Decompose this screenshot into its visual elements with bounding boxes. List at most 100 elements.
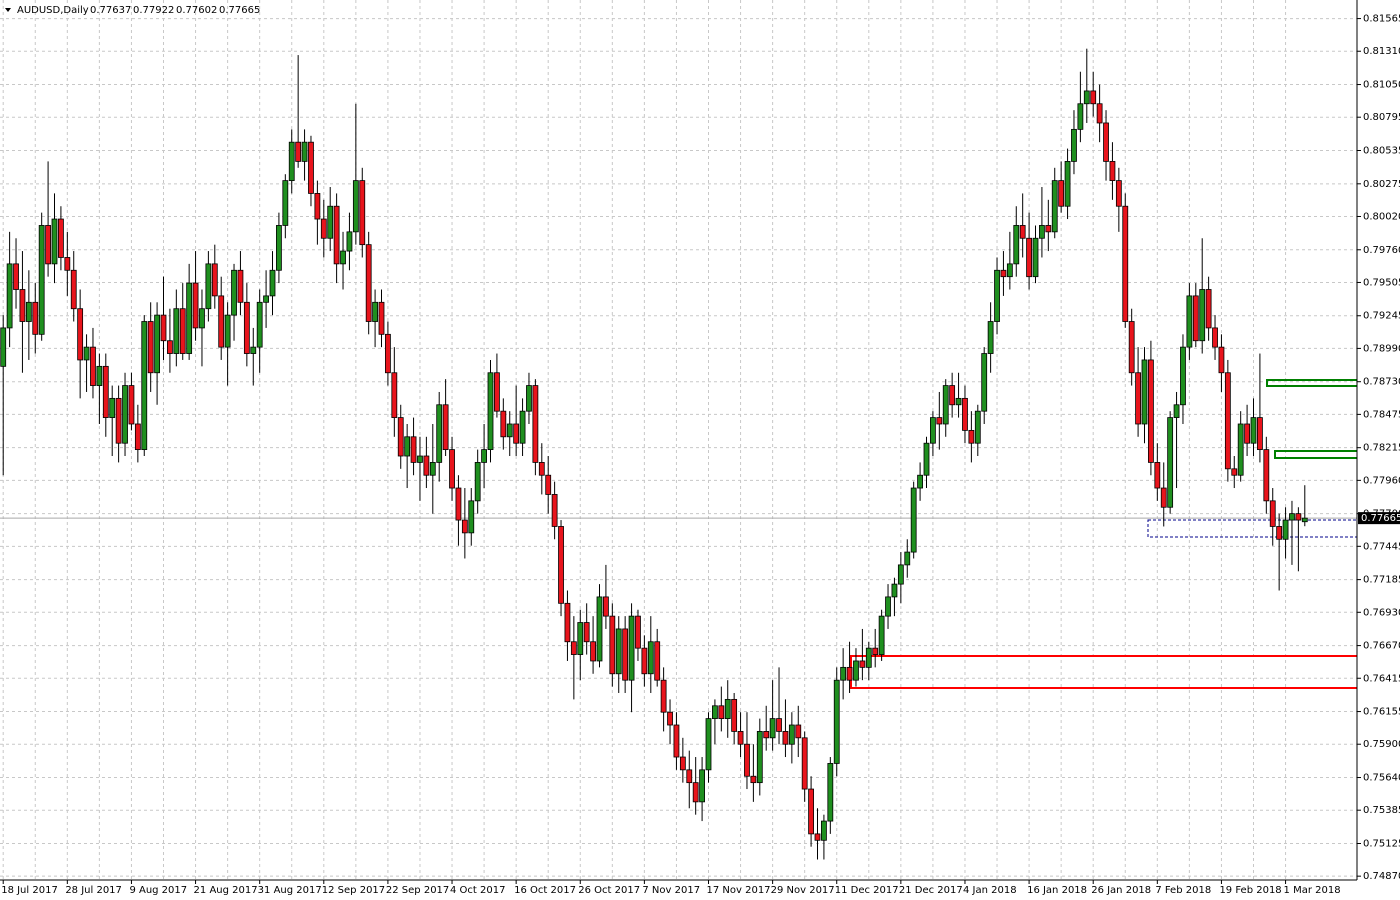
candle-body (763, 731, 770, 739)
supply-zone (1274, 450, 1357, 459)
candle-body (1231, 468, 1238, 476)
candle-body (1000, 269, 1007, 278)
candle-body (519, 410, 526, 444)
x-tick-label: 4 Jan 2018 (963, 885, 1017, 896)
candle-body (378, 301, 385, 335)
candle-body (128, 385, 135, 425)
candle-body (1282, 519, 1289, 540)
candle-body (1006, 263, 1013, 278)
candle-body (1192, 295, 1199, 342)
candle-body (1032, 237, 1039, 278)
candle-body (288, 141, 295, 182)
candle-body (1013, 225, 1020, 265)
candle-body (1173, 404, 1180, 418)
candle-body (897, 564, 904, 585)
candle-body (808, 788, 814, 835)
candle-body (461, 519, 468, 534)
candle-body (0, 327, 7, 367)
candle-body (1295, 513, 1302, 521)
candle-body (615, 628, 622, 675)
candle-body (109, 397, 116, 418)
candle-body (1058, 180, 1065, 207)
candle-body (1096, 103, 1103, 124)
x-tick-label: 17 Nov 2017 (707, 885, 771, 896)
candle-body (622, 628, 629, 681)
y-tick-label: 0.77185 (1363, 575, 1400, 586)
candle-body (6, 263, 13, 329)
last-price-box (1358, 512, 1400, 525)
candle-body (968, 429, 975, 444)
candle-body (635, 615, 641, 649)
candle-body (506, 423, 513, 438)
x-tick-label: 16 Oct 2017 (514, 885, 576, 896)
x-tick-label: 16 Jan 2018 (1027, 885, 1087, 896)
header: AUDUSD,Daily 0.77637 0.77922 0.77602 0.7… (5, 5, 260, 16)
candle-body (750, 775, 757, 784)
candle-body (1115, 180, 1122, 207)
candle-body (551, 494, 558, 527)
candle-body (115, 397, 122, 444)
candle-body (667, 711, 673, 726)
candle-body (955, 397, 962, 406)
candle-body (917, 474, 923, 489)
candle-body (686, 769, 693, 784)
candle-body (1276, 526, 1283, 540)
x-tick-label: 28 Jul 2017 (65, 885, 122, 896)
candle-body (590, 641, 596, 662)
candle-body (923, 442, 930, 476)
candle-body (628, 615, 635, 681)
candle-body (1218, 346, 1225, 374)
candle-body (949, 385, 956, 406)
candle-body (1154, 462, 1161, 489)
candle-body (532, 385, 539, 463)
header-low: 0.77602 (176, 5, 217, 16)
x-tick-label: 21 Aug 2017 (194, 885, 258, 896)
candle-body (910, 487, 917, 553)
x-tick-label: 26 Oct 2017 (578, 885, 640, 896)
candle-body (19, 289, 26, 322)
menu-icon[interactable] (5, 8, 11, 12)
x-tick-label: 29 Nov 2017 (771, 885, 835, 896)
candle-body (609, 615, 616, 675)
candle-body (840, 666, 847, 681)
y-tick-label: 0.80275 (1363, 179, 1400, 190)
candle-body (1109, 160, 1116, 182)
candle-body (25, 301, 32, 322)
candle-body (64, 257, 71, 271)
candle-body (365, 244, 372, 322)
candle-body (795, 724, 802, 739)
candle-body (160, 314, 167, 342)
candle-body (45, 225, 51, 265)
x-tick-label: 19 Feb 2018 (1219, 885, 1281, 896)
candle-body (38, 225, 45, 335)
candle-body (853, 660, 859, 681)
candle-body (256, 301, 263, 348)
y-tick-label: 0.76155 (1363, 707, 1400, 718)
candle-body (224, 314, 231, 348)
symbol-title: AUDUSD,Daily (17, 5, 89, 16)
candle-body (122, 385, 128, 444)
candle-body (1039, 225, 1045, 239)
candle-body (962, 397, 968, 431)
x-tick-label: 21 Dec 2017 (899, 885, 963, 896)
candle-body (885, 596, 891, 617)
candle-body (865, 647, 872, 668)
candle-body (596, 596, 603, 662)
candle-body (385, 333, 391, 374)
candle-body (13, 263, 19, 290)
candle-body (449, 449, 455, 489)
candle-body (70, 269, 77, 310)
candle-body (1045, 225, 1052, 233)
x-tick-label: 7 Nov 2017 (642, 885, 700, 896)
candle-body (718, 705, 725, 720)
candle-body (859, 660, 866, 668)
candle-body (1135, 372, 1141, 425)
candle-body (1103, 122, 1109, 162)
candle-body (77, 308, 84, 361)
y-tick-label: 0.75125 (1363, 838, 1400, 849)
candle-body (647, 641, 654, 675)
